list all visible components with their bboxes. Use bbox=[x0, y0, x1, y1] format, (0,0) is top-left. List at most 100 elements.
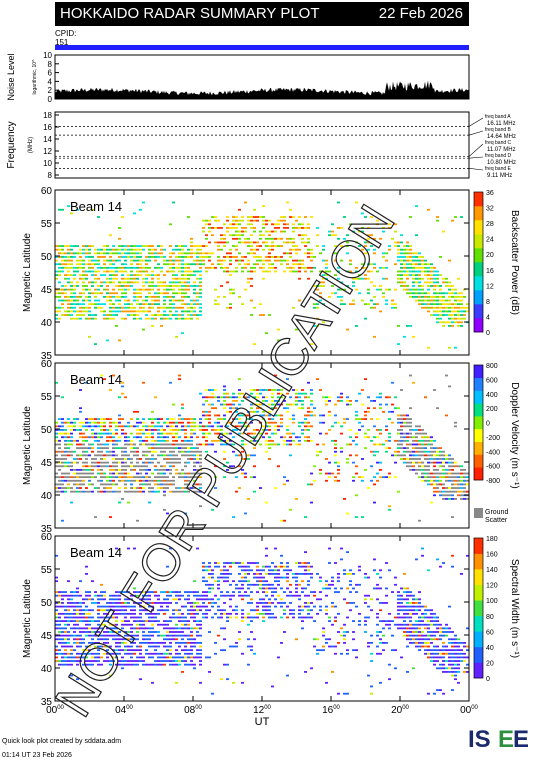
heatmap-cell bbox=[118, 649, 121, 652]
heatmap-cell bbox=[139, 656, 142, 659]
heatmap-cell bbox=[271, 403, 274, 406]
heatmap-cell bbox=[136, 631, 139, 633]
heatmap-cell bbox=[166, 306, 169, 309]
heatmap-cell bbox=[265, 501, 268, 504]
heatmap-cell bbox=[346, 458, 349, 460]
heatmap-cell bbox=[154, 649, 157, 652]
heatmap-cell bbox=[418, 259, 421, 262]
freq-ylabel: Frequency bbox=[6, 121, 17, 168]
heatmap-cell bbox=[115, 299, 118, 302]
heatmap-cell bbox=[454, 321, 457, 324]
heatmap-cell bbox=[190, 652, 193, 655]
heatmap-cell bbox=[286, 407, 289, 410]
heatmap-cell bbox=[253, 403, 256, 406]
heatmap-cell bbox=[298, 263, 301, 266]
heatmap-cell bbox=[268, 230, 271, 233]
heatmap-cell bbox=[379, 443, 382, 446]
heatmap-cell bbox=[160, 472, 163, 475]
heatmap-cell bbox=[226, 230, 229, 233]
heatmap-cell bbox=[460, 325, 463, 327]
heatmap-cell bbox=[301, 616, 304, 619]
heatmap-cell bbox=[445, 314, 448, 316]
heatmap-cell bbox=[133, 663, 136, 666]
heatmap-cell bbox=[85, 634, 88, 637]
heatmap-cell bbox=[181, 288, 184, 291]
heatmap-cell bbox=[193, 490, 196, 493]
heatmap-cell bbox=[91, 266, 94, 269]
heatmap-cell bbox=[109, 303, 112, 306]
heatmap-cell bbox=[73, 450, 76, 453]
heatmap-cell bbox=[238, 252, 241, 255]
heatmap-cell bbox=[229, 270, 232, 273]
heatmap-cell bbox=[166, 483, 169, 486]
heatmap-cell bbox=[79, 634, 82, 637]
heatmap-cell bbox=[88, 479, 91, 482]
heatmap-cell bbox=[325, 270, 328, 273]
heatmap-cell bbox=[79, 248, 82, 251]
heatmap-cell bbox=[373, 400, 376, 402]
heatmap-cell bbox=[355, 241, 358, 244]
heatmap-cell bbox=[400, 429, 403, 431]
heatmap-cell bbox=[73, 490, 76, 493]
heatmap-cell bbox=[118, 479, 121, 482]
heatmap-cell bbox=[109, 314, 112, 316]
heatmap-cell bbox=[424, 458, 427, 460]
heatmap-cell bbox=[376, 645, 379, 648]
heatmap-cell bbox=[211, 263, 214, 266]
heatmap-cell bbox=[187, 652, 190, 655]
colorbar-segment bbox=[474, 234, 483, 249]
heatmap-cell bbox=[163, 281, 166, 284]
heatmap-cell bbox=[256, 248, 259, 251]
heatmap-cell bbox=[211, 602, 214, 604]
heatmap-cell bbox=[313, 256, 316, 258]
heatmap-cell bbox=[370, 652, 373, 655]
heatmap-cell bbox=[385, 277, 388, 280]
heatmap-cell bbox=[259, 612, 262, 615]
heatmap-cell bbox=[127, 645, 130, 648]
heatmap-cell bbox=[430, 295, 433, 298]
heatmap-cell bbox=[295, 396, 298, 399]
heatmap-cell bbox=[139, 439, 142, 442]
heatmap-cell bbox=[61, 612, 64, 615]
heatmap-cell bbox=[115, 306, 118, 309]
heatmap-cell bbox=[409, 263, 412, 266]
heatmap-cell bbox=[259, 573, 262, 575]
heatmap-cell bbox=[232, 237, 235, 240]
heatmap-cell bbox=[418, 288, 421, 291]
heatmap-cell bbox=[208, 414, 211, 417]
heatmap-cell bbox=[247, 583, 250, 586]
heatmap-cell bbox=[175, 490, 178, 493]
heatmap-cell bbox=[70, 465, 73, 468]
heatmap-cell bbox=[436, 285, 439, 287]
heatmap-cell bbox=[58, 461, 61, 464]
heatmap-cell bbox=[172, 432, 175, 435]
heatmap-cell bbox=[238, 223, 241, 226]
heatmap-cell bbox=[250, 389, 253, 391]
heatmap-cell bbox=[451, 498, 454, 500]
heatmap-cell bbox=[379, 476, 382, 479]
heatmap-cell bbox=[289, 403, 292, 406]
heatmap-cell bbox=[145, 256, 148, 258]
heatmap-cell bbox=[187, 476, 190, 479]
heatmap-cell bbox=[295, 227, 298, 229]
heatmap-cell bbox=[154, 285, 157, 287]
heatmap-cell bbox=[445, 472, 448, 475]
heatmap-cell bbox=[226, 227, 229, 229]
heatmap-cell bbox=[85, 381, 88, 384]
heatmap-cell bbox=[355, 605, 358, 608]
heatmap-cell bbox=[400, 234, 403, 237]
heatmap-cell bbox=[67, 598, 70, 601]
heatmap-cell bbox=[103, 638, 106, 641]
heatmap-cell bbox=[106, 314, 109, 316]
heatmap-cell bbox=[106, 602, 109, 604]
heatmap-cell bbox=[256, 602, 259, 604]
heatmap-cell bbox=[277, 245, 280, 247]
heatmap-cell bbox=[433, 439, 436, 442]
heatmap-cell bbox=[376, 634, 379, 637]
heatmap-cell bbox=[385, 476, 388, 479]
heatmap-cell bbox=[403, 285, 406, 287]
heatmap-cell bbox=[340, 587, 343, 590]
heatmap-cell bbox=[223, 465, 226, 468]
heatmap-cell bbox=[244, 569, 247, 572]
heatmap-cell bbox=[337, 465, 340, 468]
